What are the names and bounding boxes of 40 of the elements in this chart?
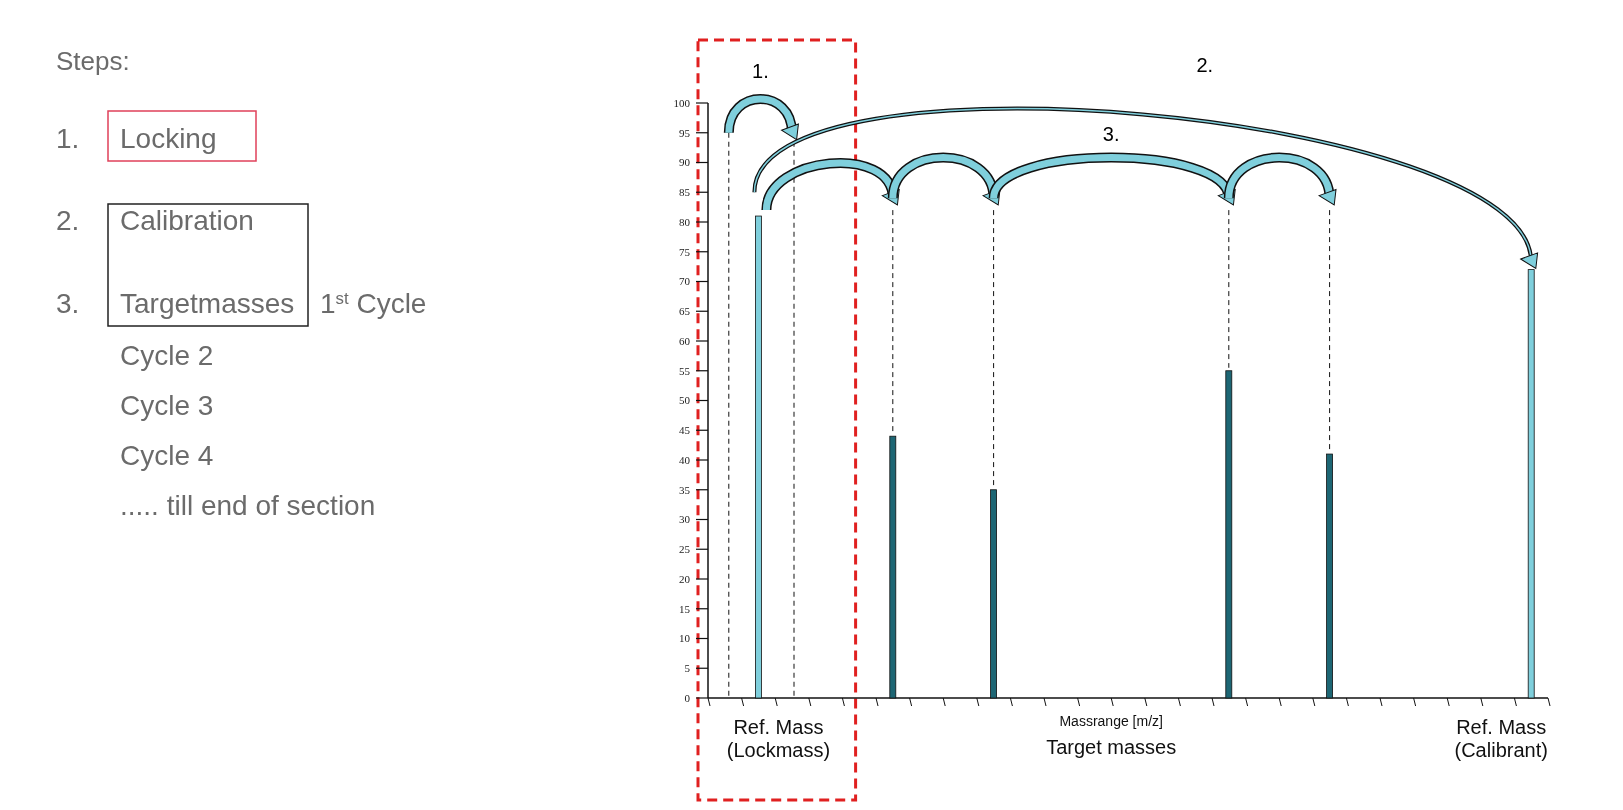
y-tick-label: 90 [679, 156, 691, 169]
y-tick-label: 0 [684, 691, 691, 704]
text: Targetmasses [120, 288, 295, 319]
y-tick-label: 5 [684, 662, 691, 675]
y-tick-label: 20 [679, 572, 691, 585]
y-tick-label: 65 [679, 305, 691, 318]
y-tick-label: 15 [679, 602, 691, 615]
y-tick-label: 80 [679, 215, 691, 228]
text: Steps: [56, 46, 130, 76]
text: Ref. Mass (Calibrant) [1454, 716, 1548, 761]
y-tick-label: 10 [679, 632, 691, 645]
y-tick-label: 70 [679, 275, 691, 288]
y-tick-label: 25 [679, 543, 691, 556]
y-tick-label: 50 [679, 394, 691, 407]
text: 1. [56, 123, 80, 154]
text: Calibration [120, 205, 254, 236]
y-tick-label: 55 [679, 364, 691, 377]
y-tick-label: 95 [679, 126, 691, 139]
text: Target masses [1046, 736, 1177, 758]
y-tick-label: 30 [679, 513, 691, 526]
text: 3. [56, 288, 80, 319]
y-tick-label: 75 [679, 245, 691, 258]
text: 1. [752, 60, 769, 82]
y-tick-label: 85 [679, 186, 691, 199]
text: 2. [56, 205, 80, 236]
y-tick-label: 35 [679, 483, 691, 496]
text: Cycle 3 [120, 390, 214, 421]
annotation: 3. [1102, 122, 1120, 145]
text: Cycle 4 [120, 440, 214, 471]
text: Cycle 2 [120, 340, 214, 371]
y-tick-label: 40 [679, 453, 691, 466]
text: ..... till end of section [120, 490, 376, 521]
y-tick-label: 100 [673, 96, 691, 109]
text: Ref. Mass (Lockmass) [726, 716, 831, 761]
text: 1$^{st}$ Cycle [320, 288, 427, 319]
y-tick-label: 60 [679, 334, 691, 347]
text: Locking [120, 123, 217, 154]
y-tick-label: 45 [679, 424, 691, 437]
text: 2. [1196, 54, 1214, 76]
x-axis-title: Massrange [m/z] [1059, 713, 1163, 729]
